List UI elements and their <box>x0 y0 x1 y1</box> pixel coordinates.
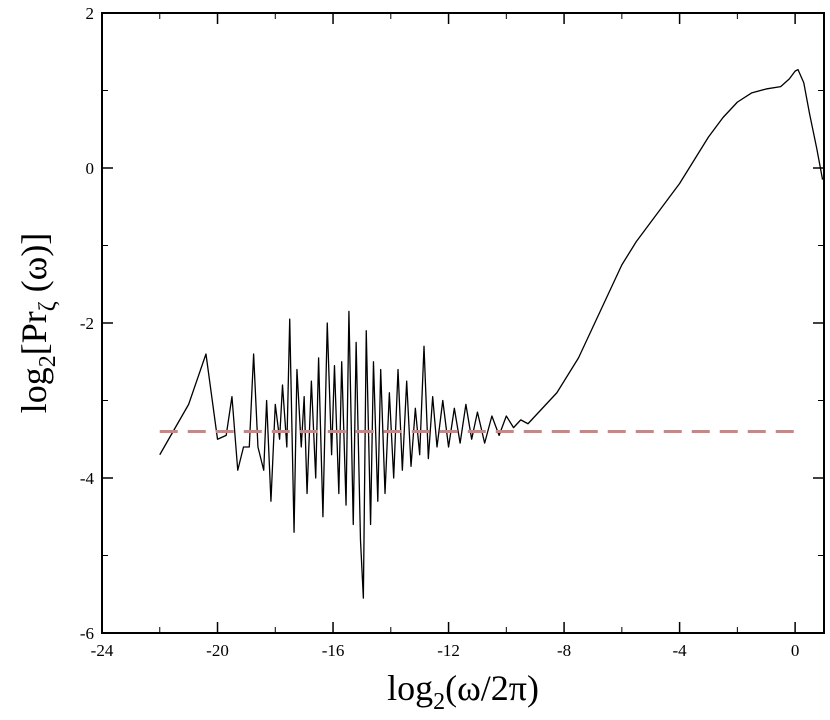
x-tick-label: -16 <box>322 641 345 660</box>
x-tick-label: -20 <box>206 641 229 660</box>
y-axis: -6 -4 -2 0 2 <box>80 4 824 643</box>
x-tick-label: -8 <box>557 641 571 660</box>
series-layer <box>159 68 824 599</box>
y-tick-label: -6 <box>80 624 94 643</box>
y-tick-label: -2 <box>80 314 94 333</box>
x-tick-label: -4 <box>673 641 688 660</box>
x-tick-label: -24 <box>91 641 114 660</box>
y-tick-label: -4 <box>80 469 95 488</box>
y-tick-label: 2 <box>86 4 95 23</box>
plot-frame <box>101 12 825 634</box>
x-tick-label: 0 <box>791 641 800 660</box>
y-axis-title: log2[Prζ (ω)] <box>14 233 61 414</box>
spectrum-line <box>159 68 824 599</box>
x-tick-label: -12 <box>437 641 460 660</box>
y-tick-label: 0 <box>86 159 95 178</box>
x-axis: -24 -20 -16 -12 -8 -4 0 <box>91 13 800 660</box>
x-axis-title: log2(ω/2π) <box>387 668 539 715</box>
